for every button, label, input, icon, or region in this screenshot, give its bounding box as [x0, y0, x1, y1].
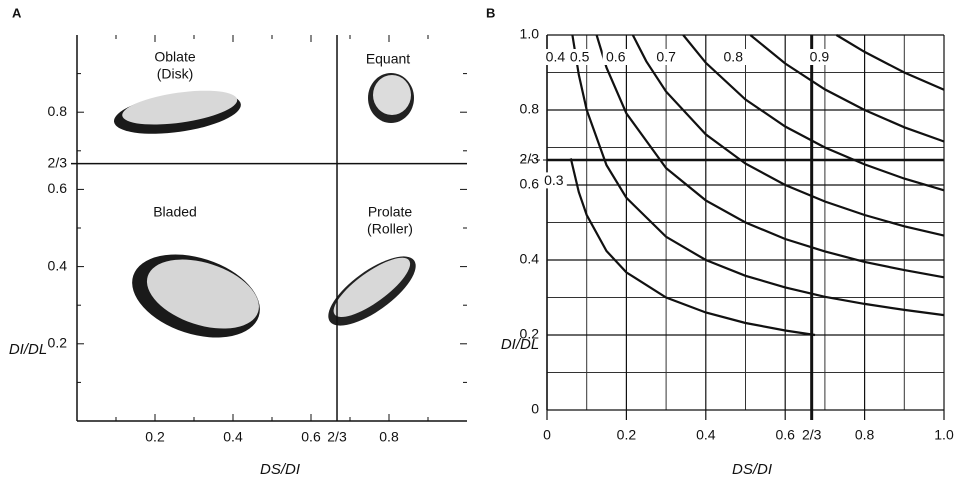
- x-axis-label: DS/DI: [732, 461, 772, 478]
- curve-label-bg: [653, 49, 680, 65]
- curve-label-bg: [566, 49, 593, 65]
- x-tick-label: 2/3: [327, 429, 347, 445]
- sphericity-curve: [835, 34, 945, 91]
- region-label: Oblate: [154, 49, 195, 65]
- sphericity-curve: [571, 34, 945, 317]
- curve-label-bg: [602, 49, 629, 65]
- curve-label: 0.7: [656, 49, 676, 65]
- curve-label: 0.4: [546, 49, 566, 65]
- y-tick-label: 0.6: [48, 180, 68, 196]
- y-axis-label: DI/DL: [501, 336, 539, 353]
- x-tick-label: 0.8: [379, 429, 399, 445]
- region-label: Prolate: [368, 204, 413, 220]
- curve-label-bg: [720, 49, 747, 65]
- y-tick-label: 0.4: [520, 251, 540, 267]
- x-tick-label: 0.2: [145, 429, 165, 445]
- region-label: Equant: [366, 51, 410, 67]
- equant-blob: [368, 73, 414, 123]
- region-label: (Disk): [157, 66, 194, 82]
- x-tick-label: 0.4: [696, 427, 716, 443]
- y-tick-label: 0.8: [48, 103, 68, 119]
- y-tick-label: 0.8: [520, 101, 540, 117]
- x-tick-label: 0.4: [223, 429, 243, 445]
- x-tick-label: 0.6: [775, 427, 795, 443]
- oblate-blob: [113, 90, 241, 134]
- region-label: Bladed: [153, 204, 197, 220]
- y-tick-label: 0.2: [48, 335, 68, 351]
- x-tick-label: 1.0: [934, 427, 954, 443]
- sphericity-curve: [749, 34, 945, 143]
- y-axis-label: DI/DL: [9, 341, 47, 358]
- sphericity-curve: [682, 34, 945, 192]
- curve-label-bg: [806, 49, 833, 65]
- y-tick-label: 1.0: [520, 26, 540, 42]
- y-tick-label: 2/3: [48, 154, 68, 170]
- y-tick-label: 0.4: [48, 257, 68, 273]
- x-tick-label: 2/3: [802, 427, 822, 443]
- x-tick-label: 0.6: [301, 429, 321, 445]
- sphericity-curve: [595, 34, 945, 279]
- y-tick-label: 0: [531, 401, 539, 417]
- panel-letter: B: [486, 5, 495, 20]
- curve-label: 0.6: [606, 49, 626, 65]
- curve-label-bg: [540, 172, 567, 189]
- x-tick-label: 0: [543, 427, 551, 443]
- y-tick-label: 0.2: [520, 326, 540, 342]
- panel-letter: A: [12, 5, 22, 20]
- y-tick-label: 0.6: [520, 176, 540, 192]
- prolate-blob: [328, 256, 416, 326]
- sphericity-curve: [631, 34, 945, 237]
- x-tick-label: 0.8: [855, 427, 875, 443]
- bladed-blob: [132, 254, 260, 338]
- x-axis-label: DS/DI: [260, 461, 300, 478]
- region-label: (Roller): [367, 221, 413, 237]
- sphericity-curve: [569, 158, 816, 337]
- y-tick-label: 2/3: [520, 151, 540, 167]
- curve-label: 0.8: [724, 49, 744, 65]
- curve-label-bg: [542, 49, 569, 65]
- curve-label: 0.5: [570, 49, 590, 65]
- curve-label: 0.3: [544, 172, 564, 188]
- x-tick-label: 0.2: [617, 427, 637, 443]
- curve-label: 0.9: [810, 49, 830, 65]
